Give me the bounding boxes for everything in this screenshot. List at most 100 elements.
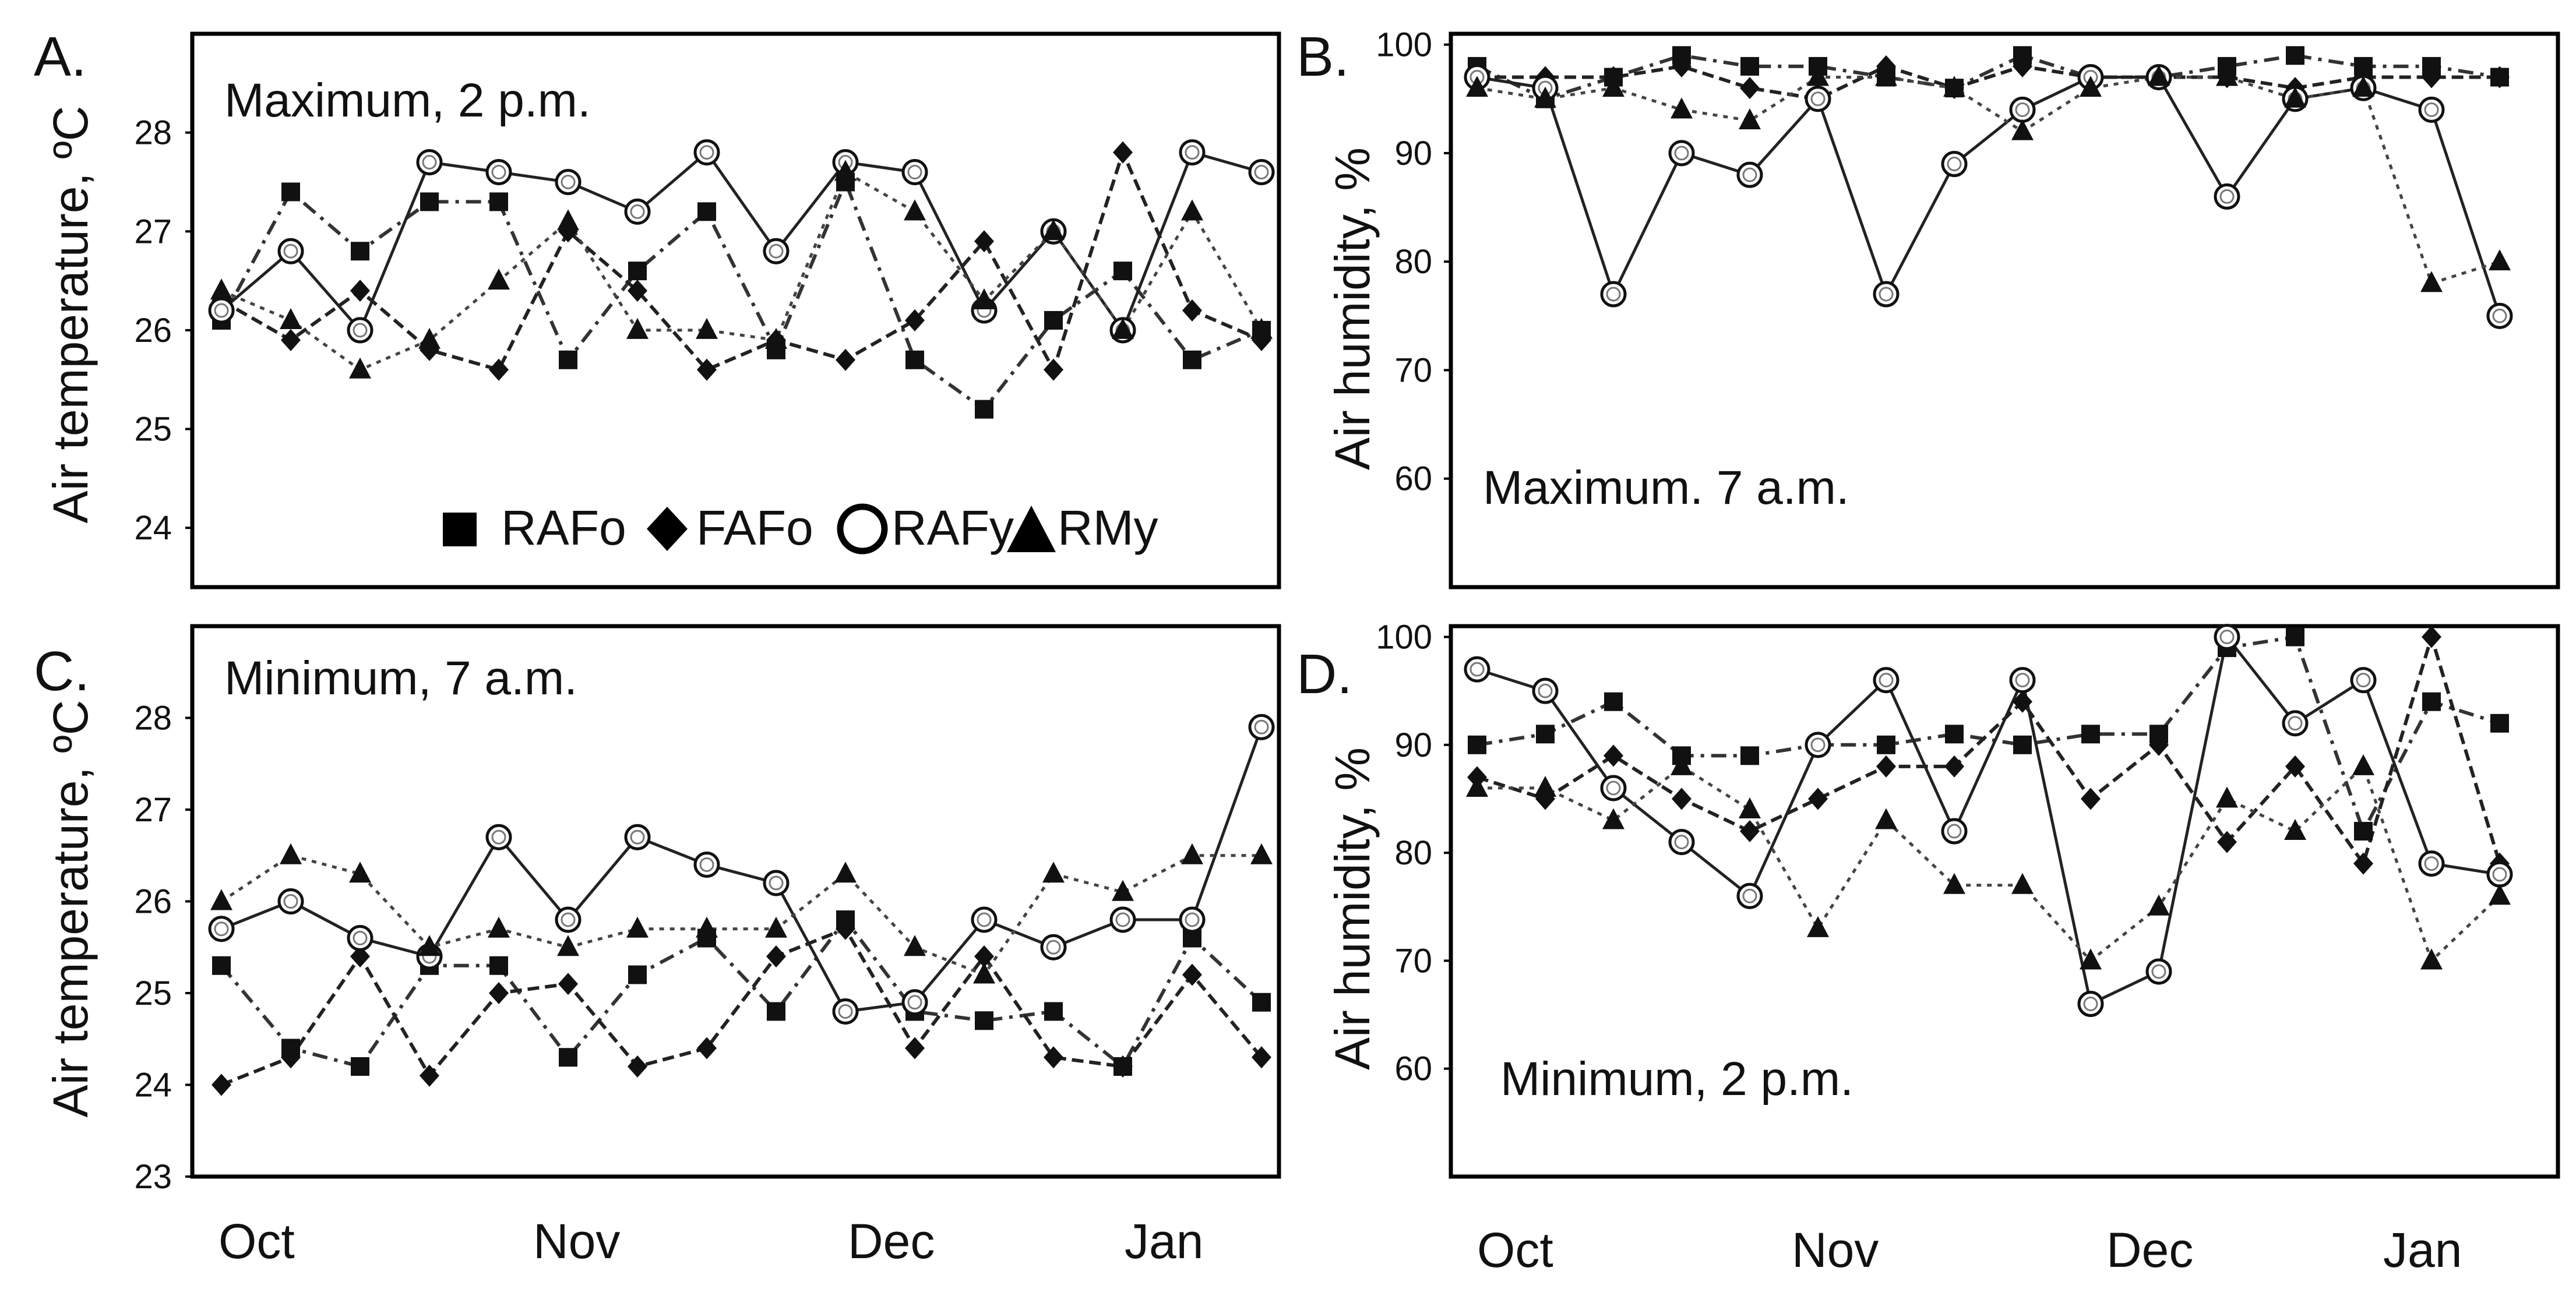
panel-d-rafo-point-13 <box>2354 822 2373 841</box>
panel-a-rafy-point-4 <box>485 159 512 185</box>
panel-a-rmy-line <box>221 169 1263 372</box>
panel-b-rafy-point-8 <box>2009 96 2036 123</box>
panel-b-rafy-point-3 <box>1668 140 1695 167</box>
panel-a-rafy-point-2 <box>347 317 373 344</box>
panel-d-rafo-point-12 <box>2286 627 2304 647</box>
panel-a-rafo-point-13 <box>1113 262 1132 281</box>
panel-c-rmy-point-11 <box>973 962 995 984</box>
panel-c-rafy-point-14-inner <box>1185 912 1200 927</box>
panel-b-frame <box>1449 31 2560 589</box>
panel-c-fafo-point-13 <box>1113 1055 1133 1078</box>
panel-c-rmy-point-12 <box>1042 861 1065 883</box>
panel-d-rafy-point-8 <box>2009 667 2036 694</box>
panel-a-rafo-point-7 <box>697 202 716 221</box>
panel-a-rafy-point-1-inner <box>283 243 298 259</box>
panel-a-series <box>208 139 1275 419</box>
panel-b-rmy-point-9 <box>2080 76 2102 97</box>
panel-a-fafo-point-10 <box>905 309 925 331</box>
panel-b-rmy-point-8 <box>2011 119 2034 140</box>
panel-a-fafo-point-1 <box>281 329 301 351</box>
panel-d-rafy-point-2-inner <box>1606 781 1621 796</box>
panel-d-fafo-point-13 <box>2353 852 2373 875</box>
panel-d-y-ticks: 60 70 80 90 100 <box>1376 619 1452 1088</box>
panel-c-letter: C. <box>34 640 90 702</box>
panel-c-rafy-point-2 <box>347 925 373 951</box>
panel-d-rafy-point-10-inner <box>2151 964 2166 979</box>
panel-d-rafy-point-5 <box>1805 732 1831 758</box>
panel-b-fafo-point-4 <box>1740 77 1760 100</box>
panel-a-rmy-point-3 <box>418 327 441 349</box>
panel-a-rafo-line <box>220 177 1263 412</box>
panel-b-rmy-point-1 <box>1534 86 1556 108</box>
panel-c-y-tick-label-24: 24 <box>134 1066 172 1104</box>
panel-d-rmy-point-5 <box>1807 916 1829 937</box>
panel-a-rafy-point-7 <box>693 139 720 166</box>
panel-c-rmy-point-7 <box>696 916 718 938</box>
panel-d-letter: D. <box>1296 643 1352 705</box>
panel-b-rafy-line <box>1476 76 2501 317</box>
panel-d-rafy-point-5-inner <box>1810 737 1826 753</box>
panel-c-rafo-point-8 <box>767 1002 785 1021</box>
panel-d-rafo-point-6 <box>1877 735 1895 754</box>
panel-d-fafo-point-12 <box>2285 755 2305 778</box>
panel-d-rafy-point-14 <box>2418 850 2445 877</box>
panel-b-rafy-point-11 <box>2214 183 2240 210</box>
panel-c-fafo-point-0 <box>212 1073 231 1096</box>
legend-rafy-label: RAFy <box>891 500 1014 555</box>
panel-c-rmy-line <box>220 854 1261 977</box>
panel-a-fafo-point-9 <box>836 348 855 371</box>
panel-d-rmy-point-12 <box>2284 819 2306 841</box>
panel-c-fafo-point-1 <box>281 1046 301 1069</box>
panel-b-rafy-point-4-inner <box>1742 167 1757 182</box>
panel-a-rmy-point-1 <box>280 308 302 329</box>
panel-c-fafo-point-9 <box>836 917 855 940</box>
panel-c-rafy-point-5 <box>555 906 582 933</box>
panel-c-y-tick-label-23: 23 <box>134 1158 172 1196</box>
panel-b-rmy-point-11 <box>2216 65 2238 86</box>
panel-c-rmy-point-4 <box>488 916 510 938</box>
panel-c-rafy-point-0 <box>208 916 235 942</box>
panel-c-rafy-point-1 <box>277 888 304 914</box>
panel-d-rafy-point-3-inner <box>1674 835 1689 850</box>
panel-b-rmy-point-13 <box>2352 76 2374 97</box>
panel-d-rafy-point-0 <box>1464 656 1490 683</box>
panel-a-rafy-point-10 <box>901 159 928 185</box>
panel-b-rafy-point-4 <box>1736 161 1763 188</box>
panel-d-fafo-point-8 <box>2013 690 2032 713</box>
panel-c-rmy-point-14 <box>1181 843 1203 864</box>
panel-a-y-tick-label-26: 26 <box>134 312 172 349</box>
panel-a-rmy-point-14 <box>1181 199 1203 221</box>
panel-c-y-tick-label-26: 26 <box>134 883 172 921</box>
panel-d-rmy-point-13 <box>2352 754 2374 775</box>
panel-c-rafy-point-4 <box>485 824 512 850</box>
panel-c-rmy-point-2 <box>349 861 371 883</box>
panel-c-series <box>208 714 1275 1096</box>
panel-c-y-axis-label: Air temperature, ºC <box>43 700 98 1118</box>
panel-c-rmy-point-3 <box>418 935 441 956</box>
panel-a-rmy-point-10 <box>904 199 926 221</box>
panel-d-fafo-point-2 <box>1604 744 1623 767</box>
panel-d-rafo-line <box>1476 635 2500 836</box>
panel-d-rafo-point-8 <box>2013 735 2032 754</box>
month-axis: Oct Nov Dec Jan Oct Nov Dec Jan <box>219 1214 2462 1277</box>
panel-d-rafo-point-7 <box>1945 725 1964 744</box>
panel-b-rafo-line <box>1476 54 2500 101</box>
panel-d-rafy-point-11-inner <box>2219 630 2235 645</box>
panel-d-rafy-point-15 <box>2486 861 2513 888</box>
panel-b-rmy-point-6 <box>1875 65 1897 86</box>
panel-a-rmy-point-9 <box>834 160 857 181</box>
panel-a-rmy-point-5 <box>557 209 579 231</box>
panel-d-rafy-point-9-inner <box>2083 997 2098 1012</box>
panel-b-rafy-point-6 <box>1873 281 1900 308</box>
panel-d-rmy-point-7 <box>1943 873 1965 894</box>
panel-c-rafo-point-5 <box>559 1048 577 1067</box>
panel-a-rmy-point-12 <box>1042 219 1065 241</box>
panel-a-fafo-point-12 <box>1044 358 1063 381</box>
panel-b-fafo-point-14 <box>2422 66 2441 89</box>
panel-d-fafo-point-6 <box>1876 755 1896 778</box>
panel-d-fafo-point-10 <box>2149 733 2169 756</box>
panel-a-rmy-point-2 <box>349 357 371 379</box>
panel-a-rafy-point-0-inner <box>214 303 229 318</box>
panel-a-fafo-point-7 <box>697 358 717 381</box>
panel-a-rafy-point-3 <box>416 149 443 176</box>
